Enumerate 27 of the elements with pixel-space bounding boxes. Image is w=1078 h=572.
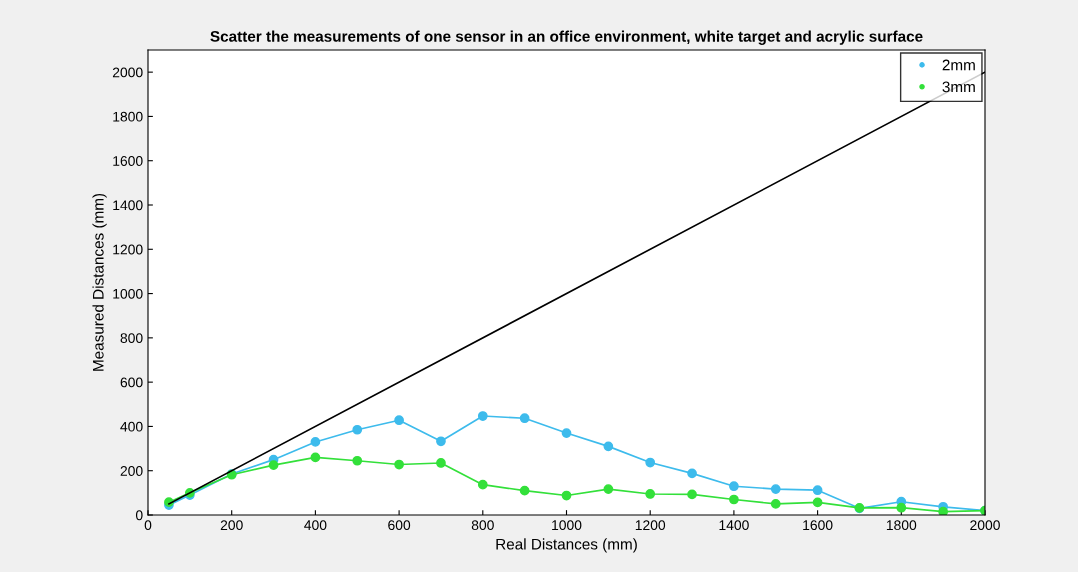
- x-tick-label: 800: [471, 520, 494, 531]
- y-tick-label: 0: [135, 510, 143, 521]
- legend-label: 3mm: [942, 81, 975, 93]
- x-tick-label: 1000: [552, 520, 582, 531]
- x-tick-label: 1400: [719, 520, 749, 531]
- x-tick-label: 1600: [803, 520, 833, 531]
- legend-label: 2mm: [942, 59, 975, 71]
- y-tick-label: 1400: [113, 200, 143, 211]
- y-tick-label: 1600: [113, 156, 143, 166]
- x-tick-label: 400: [304, 520, 327, 531]
- x-tick-label: 1800: [886, 520, 917, 531]
- x-tick-label: 0: [144, 520, 152, 531]
- y-tick-label: 600: [120, 377, 143, 388]
- y-axis-title: Measured Distances (mm): [92, 193, 107, 371]
- x-axis-title: Real Distances (mm): [496, 538, 637, 553]
- x-tick-label: 200: [220, 520, 243, 531]
- y-tick-label: 2000: [112, 67, 143, 78]
- y-tick-label: 800: [120, 333, 143, 344]
- y-tick-label: 1800: [113, 111, 143, 122]
- x-tick-label: 2000: [970, 520, 1000, 531]
- chart-title: Scatter the measurements of one sensor in an office environment, white target and acrylic surface: [210, 30, 923, 45]
- y-tick-label: 1000: [113, 288, 143, 299]
- y-tick-label: 400: [120, 421, 143, 432]
- y-tick-label: 1200: [113, 244, 143, 255]
- y-tick-label: 200: [120, 466, 143, 476]
- x-tick-label: 1200: [635, 520, 666, 531]
- x-tick-label: 600: [388, 520, 411, 531]
